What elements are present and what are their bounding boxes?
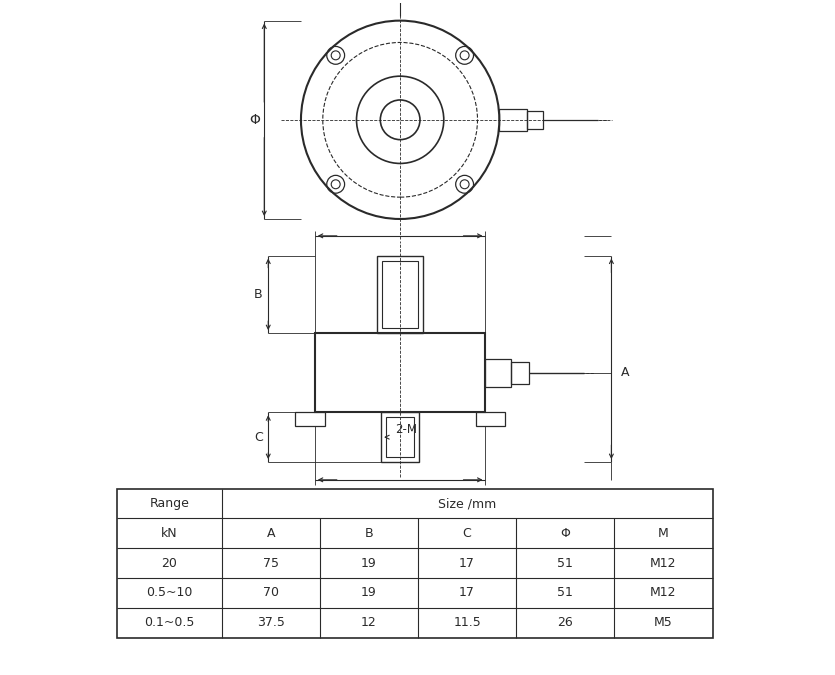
Text: Φ: Φ bbox=[249, 113, 260, 127]
Text: 0.5~10: 0.5~10 bbox=[146, 587, 193, 599]
Text: Φ: Φ bbox=[560, 527, 570, 540]
Text: 20: 20 bbox=[162, 557, 178, 570]
Text: C: C bbox=[254, 431, 263, 443]
Text: 70: 70 bbox=[263, 587, 279, 599]
Text: Size /mm: Size /mm bbox=[438, 497, 496, 510]
Text: 2-M: 2-M bbox=[395, 423, 418, 436]
Text: 12: 12 bbox=[361, 616, 377, 629]
Text: A: A bbox=[621, 367, 630, 379]
Bar bbox=[527, 111, 543, 129]
Bar bbox=[377, 256, 423, 333]
Text: M12: M12 bbox=[650, 557, 676, 570]
Text: B: B bbox=[365, 527, 373, 540]
Bar bbox=[387, 417, 414, 457]
Text: M: M bbox=[658, 527, 669, 540]
Text: 37.5: 37.5 bbox=[257, 616, 285, 629]
Text: C: C bbox=[463, 527, 472, 540]
Text: 11.5: 11.5 bbox=[453, 616, 481, 629]
Text: 0.1~0.5: 0.1~0.5 bbox=[144, 616, 195, 629]
Text: kN: kN bbox=[161, 527, 178, 540]
Bar bbox=[475, 412, 505, 427]
Bar bbox=[118, 489, 712, 637]
Text: 19: 19 bbox=[361, 557, 377, 570]
Bar bbox=[315, 333, 485, 412]
Text: 17: 17 bbox=[459, 587, 475, 599]
Text: 51: 51 bbox=[557, 587, 573, 599]
Bar bbox=[485, 359, 511, 387]
Text: 51: 51 bbox=[557, 557, 573, 570]
Text: B: B bbox=[254, 288, 263, 301]
Text: 26: 26 bbox=[558, 616, 573, 629]
Text: 19: 19 bbox=[361, 587, 377, 599]
Text: Range: Range bbox=[149, 497, 190, 510]
Text: 17: 17 bbox=[459, 557, 475, 570]
Bar bbox=[382, 261, 418, 328]
Text: M5: M5 bbox=[654, 616, 673, 629]
Bar bbox=[382, 412, 419, 462]
Text: M12: M12 bbox=[650, 587, 676, 599]
Bar bbox=[511, 362, 529, 383]
Bar bbox=[295, 412, 325, 427]
Bar bbox=[499, 109, 527, 131]
Text: A: A bbox=[266, 527, 275, 540]
Text: 75: 75 bbox=[263, 557, 279, 570]
